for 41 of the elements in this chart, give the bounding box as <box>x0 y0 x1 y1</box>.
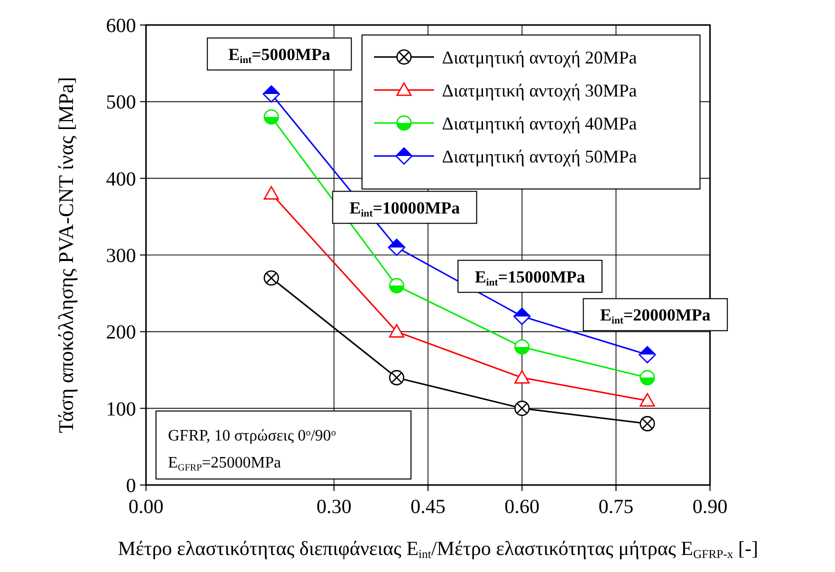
point <box>514 339 530 355</box>
annotation: GFRP, 10 στρώσεις 0$^{o}$/90$^{o}$ <box>168 427 336 445</box>
point <box>262 85 280 103</box>
y-tick-label: 400 <box>106 168 136 190</box>
point <box>640 370 655 386</box>
point <box>264 109 279 125</box>
point <box>264 270 279 286</box>
y-tick-label: 600 <box>106 15 136 37</box>
point <box>388 238 406 256</box>
point <box>513 308 531 325</box>
y-tick-label: 200 <box>106 322 136 344</box>
point <box>514 370 530 384</box>
annotation: E$_{int}$=15000MPa <box>474 267 586 288</box>
x-axis-title: Μέτρο ελαστικότητας διεπιφάνειας E$_{int}$/Μέτρο ελαστικότητας μήτρας E$_{GFRP-x}$ [-] <box>118 538 758 561</box>
point <box>389 324 404 338</box>
y-tick-label: 100 <box>106 398 136 420</box>
legend-label: Διατμητική αντοχή 40MPa <box>442 113 637 134</box>
point <box>389 278 404 294</box>
point <box>264 186 279 200</box>
x-tick-label: 0.45 <box>410 496 446 518</box>
legend-label: Διατμητική αντοχή 20MPa <box>442 47 637 68</box>
x-tick-label: 0.60 <box>504 496 540 518</box>
point <box>640 393 655 407</box>
x-tick-label: 0.30 <box>316 496 352 518</box>
legend-label: Διατμητική αντοχή 50MPa <box>442 146 637 166</box>
point <box>389 370 404 386</box>
y-axis-title: Τάση αποκόλλησης PVA-CNT ίνας [MPa] <box>54 76 78 434</box>
y-tick-label: 0 <box>126 475 136 497</box>
point <box>514 400 530 416</box>
legend-label: Διατμητική αντοχή 30MPa <box>442 80 637 100</box>
point <box>638 346 656 364</box>
x-tick-label: 0.00 <box>128 496 164 518</box>
annotation: E$_{GFRP}$=25000MPa <box>168 454 282 474</box>
x-tick-label: 0.90 <box>692 496 728 518</box>
annotation: E$_{int}$=10000MPa <box>349 198 460 219</box>
annotation: E$_{int}$=5000MPa <box>228 44 331 66</box>
annotation: E$_{int}$=20000MPa <box>600 306 712 326</box>
point <box>640 416 655 432</box>
x-tick-label: 0.75 <box>598 496 634 518</box>
y-tick-label: 300 <box>106 245 136 267</box>
y-tick-label: 500 <box>106 92 136 114</box>
